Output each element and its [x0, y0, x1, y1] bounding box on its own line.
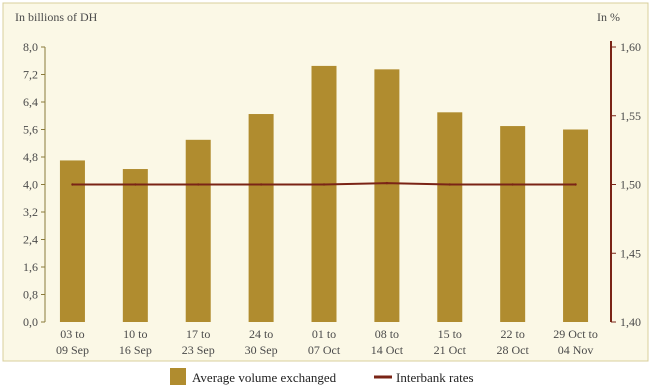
bar-volume [500, 126, 526, 322]
left-tick-label: 0,8 [23, 288, 38, 302]
bar-volume [311, 65, 337, 322]
legend-swatch-volume [170, 368, 186, 385]
category-label: 23 Sep [182, 343, 215, 357]
left-tick-label: 1,6 [23, 260, 38, 274]
interbank-rate-point [134, 183, 137, 186]
interbank-rate-point [259, 183, 263, 186]
category-label: 08 to [375, 327, 399, 341]
left-tick-label: 0,0 [23, 315, 38, 329]
right-axis: 1,40 1,45 1,50 1,55 1,60 [610, 40, 641, 329]
interbank-rate-point [511, 183, 514, 186]
right-tick-label: 1,55 [620, 109, 641, 123]
category-label: 30 Sep [245, 343, 278, 357]
category-label: 29 Oct to [553, 327, 598, 341]
right-axis-unit: In % [597, 10, 620, 24]
left-tick-label: 4,0 [23, 178, 38, 192]
bars [59, 65, 589, 322]
interbank-rate-point [574, 183, 577, 186]
left-tick-label: 6,4 [23, 95, 38, 109]
category-label: 07 Oct [308, 343, 341, 357]
right-tick-label: 1,60 [620, 40, 641, 54]
left-tick-label: 3,2 [23, 205, 38, 219]
category-label: 09 Sep [56, 343, 89, 357]
bar-volume [374, 69, 400, 322]
category-label: 21 Oct [434, 343, 467, 357]
interbank-rate-point [197, 183, 200, 186]
bar-volume [437, 112, 463, 322]
bar-volume [59, 160, 85, 322]
left-axis: 0,0 0,8 1,6 2,4 3,2 4,0 4,8 5,6 6,4 7,2 8,0 [23, 40, 46, 329]
category-label: 01 to [312, 327, 336, 341]
interbank-rate-point [385, 181, 389, 185]
right-tick-label: 1,40 [620, 315, 641, 329]
interbank-rate-point [71, 183, 74, 186]
category-label: 22 to [500, 327, 524, 341]
left-tick-label: 2,4 [23, 233, 38, 247]
left-tick-label: 7,2 [23, 68, 38, 82]
category-label: 14 Oct [371, 343, 404, 357]
left-tick-label: 8,0 [23, 40, 38, 54]
left-tick-label: 4,8 [23, 150, 38, 164]
interbank-rate-point [448, 183, 451, 186]
category-label: 04 Nov [558, 343, 594, 357]
category-label: 03 to [60, 327, 84, 341]
category-labels: 03 to 09 Sep 10 to 16 Sep 17 to 23 Sep 24 to 30… [56, 327, 598, 357]
right-tick-label: 1,50 [620, 178, 641, 192]
left-axis-unit: In billions of DH [15, 10, 98, 24]
category-label: 28 Oct [497, 343, 530, 357]
left-tick-label: 5,6 [23, 123, 38, 137]
category-label: 16 Sep [119, 343, 152, 357]
legend: Average volume exchanged Interbank rates [170, 368, 474, 385]
interbank-rate-line-layer [71, 181, 577, 186]
bar-volume [248, 114, 274, 322]
interbank-rate-point [322, 183, 326, 186]
bar-volume [563, 129, 589, 322]
category-label: 15 to [438, 327, 462, 341]
bar-volume [122, 169, 148, 322]
category-label: 17 to [186, 327, 210, 341]
right-tick-label: 1,45 [620, 246, 641, 260]
legend-label-rates: Interbank rates [396, 370, 474, 385]
legend-label-volume: Average volume exchanged [192, 370, 337, 385]
category-label: 10 to [123, 327, 147, 341]
category-label: 24 to [249, 327, 273, 341]
bar-volume [185, 139, 211, 322]
